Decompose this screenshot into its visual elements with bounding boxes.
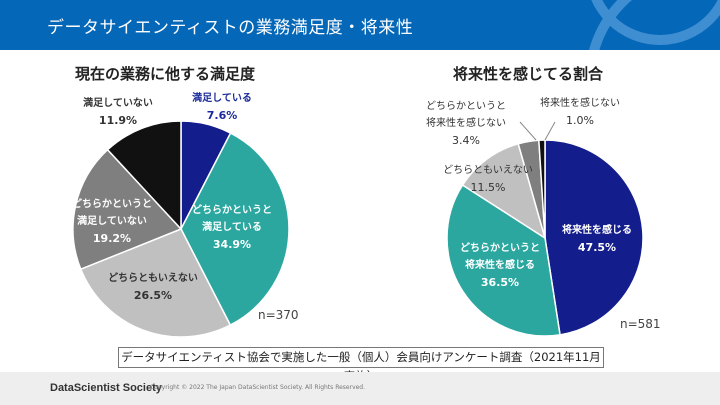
chart2-label-1: どちらかというと 将来性を感じる 36.5% bbox=[460, 243, 540, 289]
chart1-slice-1 bbox=[180, 132, 290, 327]
chart2-n: n=581 bbox=[620, 317, 661, 331]
page-title: データサイエンティストの業務満足度・将来性 bbox=[47, 18, 414, 38]
header-bar: データサイエンティストの業務満足度・将来性 bbox=[0, 0, 720, 50]
leader-line bbox=[544, 121, 556, 141]
chart2-label-2: どちらともいえない 11.5% bbox=[443, 165, 533, 194]
chart2-slice-4 bbox=[538, 139, 546, 239]
chart1-slice-4 bbox=[106, 120, 182, 231]
chart2-title: 将来性を感じてる割合 bbox=[453, 65, 604, 83]
survey-note: データサイエンティスト協会で実施した一般（個人）会員向けアンケート調査（2021… bbox=[118, 347, 604, 383]
footer: DataScientist Society Copyright © 2022 T… bbox=[0, 372, 720, 405]
chart1-label-1: どちらかというと 満足している 34.9% bbox=[192, 205, 272, 251]
leader-line bbox=[519, 121, 537, 141]
chart2-label-3: どちらかというと 将来性を感じない 3.4% bbox=[426, 101, 506, 147]
chart1-n: n=370 bbox=[258, 308, 299, 322]
chart1-label-2: どちらともいえない 26.5% bbox=[108, 273, 198, 302]
chart1-slice-2 bbox=[79, 228, 232, 338]
chart1-label-0: 満足している 7.6% bbox=[192, 93, 252, 122]
chart1-title: 現在の業務に他する満足度 bbox=[75, 65, 256, 83]
chart1-label-4: 満足していない 11.9% bbox=[83, 98, 153, 127]
chart1-label-3: どちらかというと 満足していない 19.2% bbox=[72, 199, 152, 245]
logo-decoration-icon bbox=[588, 0, 720, 50]
chart1-slice-3 bbox=[72, 148, 183, 271]
chart2-label-4: 将来性を感じない 1.0% bbox=[540, 98, 620, 127]
chart2-slice-0 bbox=[544, 139, 644, 336]
chart2-label-0: 将来性を感じる 47.5% bbox=[562, 225, 632, 254]
footer-copyright: Copyright © 2022 The Japan DataScientist… bbox=[150, 384, 366, 391]
chart2-slice-1 bbox=[446, 184, 561, 337]
pie-charts bbox=[72, 120, 644, 338]
footer-brand: DataScientist Society bbox=[50, 382, 162, 394]
